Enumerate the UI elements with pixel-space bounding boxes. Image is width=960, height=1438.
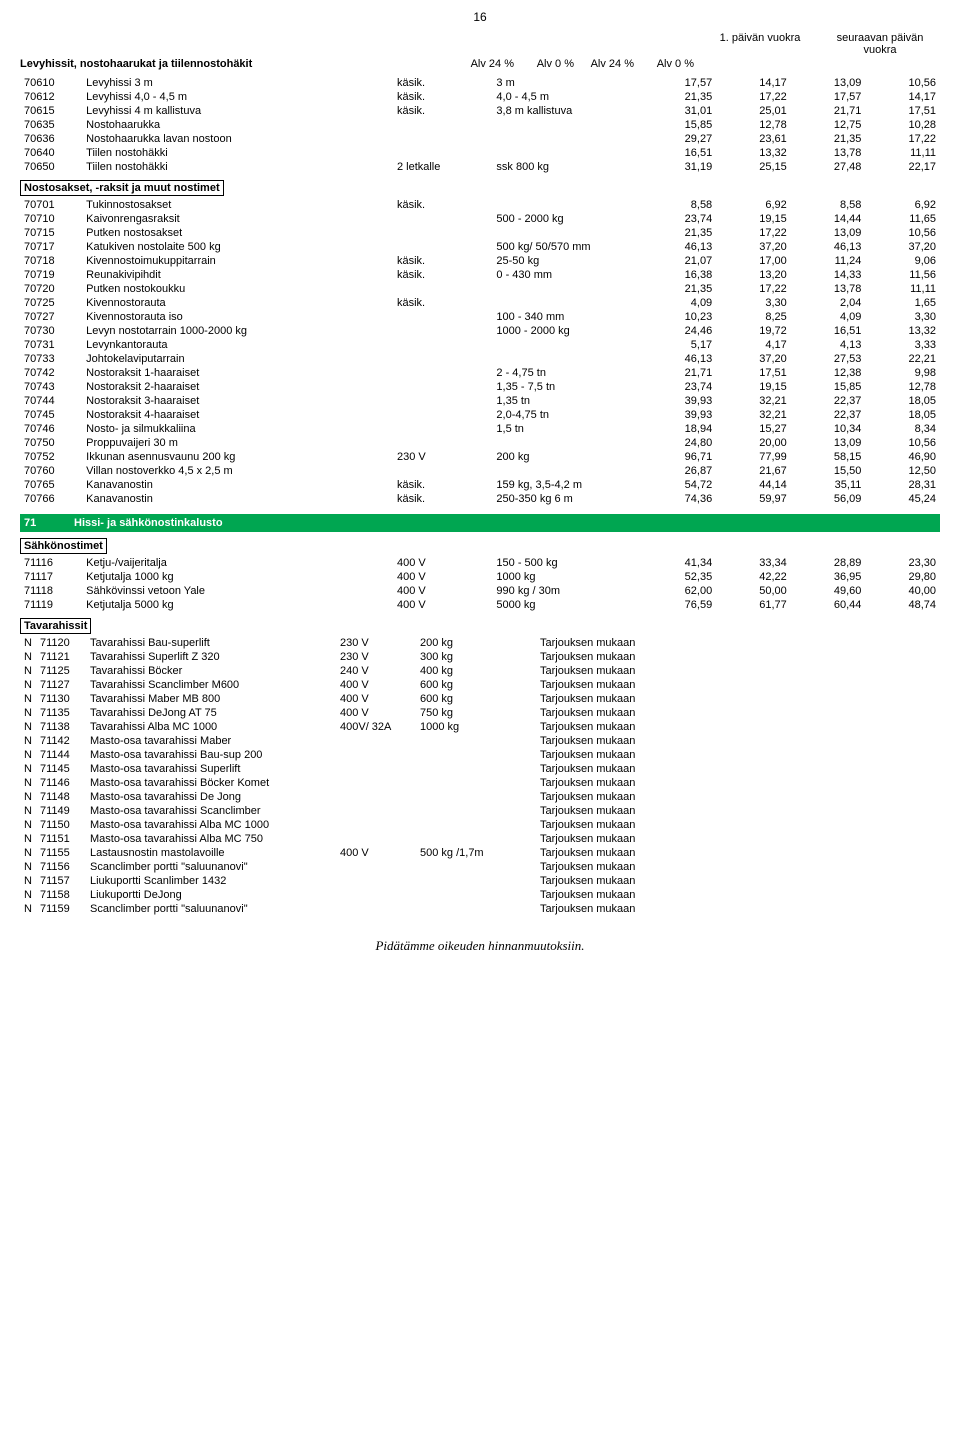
table-row: N71142Masto-osa tavarahissi MaberTarjouk… xyxy=(20,734,940,748)
offer-cell: Tarjouksen mukaan xyxy=(536,804,940,818)
section3-code: 71 xyxy=(20,514,70,532)
table-row: N71149Masto-osa tavarahissi ScanclimberT… xyxy=(20,804,940,818)
table-row: 70746Nosto- ja silmukkaliina1,5 tn18,941… xyxy=(20,422,940,436)
offer-cell: Tarjouksen mukaan xyxy=(536,832,940,846)
offer-cell: Tarjouksen mukaan xyxy=(536,720,940,734)
header-day1: 1. päivän vuokra xyxy=(700,32,820,56)
header-sub-row: Levyhissit, nostohaarukat ja tiilennosto… xyxy=(20,58,940,70)
table-row: N71159Scanclimber portti "saluunanovi"Ta… xyxy=(20,902,940,916)
table-row: N71125Tavarahissi Böcker240 V400 kgTarjo… xyxy=(20,664,940,678)
table-row: N71156Scanclimber portti "saluunanovi"Ta… xyxy=(20,860,940,874)
table-row: 70730Levyn nostotarrain 1000-2000 kg1000… xyxy=(20,324,940,338)
table-row: N71157Liukuportti Scanlimber 1432Tarjouk… xyxy=(20,874,940,888)
table-row: 70720Putken nostokoukku21,3517,2213,7811… xyxy=(20,282,940,296)
section3-title: Hissi- ja sähkönostinkalusto xyxy=(70,514,940,532)
table-row: 70765Kanavanostinkäsik.159 kg, 3,5-4,2 m… xyxy=(20,478,940,492)
section4-title: Sähkönostimet xyxy=(20,538,107,554)
table-row: 70727Kivennostorauta iso100 - 340 mm10,2… xyxy=(20,310,940,324)
offer-cell: Tarjouksen mukaan xyxy=(536,678,940,692)
table-row: 70725Kivennostorautakäsik.4,093,302,041,… xyxy=(20,296,940,310)
offer-cell: Tarjouksen mukaan xyxy=(536,888,940,902)
table-row: N71148Masto-osa tavarahissi De JongTarjo… xyxy=(20,790,940,804)
table-row: 70750Proppuvaijeri 30 m24,8020,0013,0910… xyxy=(20,436,940,450)
table-row: 71117Ketjutalja 1000 kg400 V1000 kg52,35… xyxy=(20,570,940,584)
header-day2: seuraavan päivän vuokra xyxy=(820,32,940,56)
section5-table: N71120Tavarahissi Bau-superlift230 V200 … xyxy=(20,636,940,916)
table-row: 70636Nostohaarukka lavan nostoon29,2723,… xyxy=(20,132,940,146)
offer-cell: Tarjouksen mukaan xyxy=(536,762,940,776)
offer-cell: Tarjouksen mukaan xyxy=(536,846,940,860)
table-row: 70742Nostoraksit 1-haaraiset2 - 4,75 tn2… xyxy=(20,366,940,380)
offer-cell: Tarjouksen mukaan xyxy=(536,860,940,874)
table-row: N71158Liukuportti DeJongTarjouksen mukaa… xyxy=(20,888,940,902)
table-row: N71138Tavarahissi Alba MC 1000400V/ 32A1… xyxy=(20,720,940,734)
table-row: 70701Tukinnostosaksetkäsik.8,586,928,586… xyxy=(20,198,940,212)
offer-cell: Tarjouksen mukaan xyxy=(536,874,940,888)
table-row: 70710Kaivonrengasraksit500 - 2000 kg23,7… xyxy=(20,212,940,226)
table-row: 70610Levyhissi 3 mkäsik.3 m17,5714,1713,… xyxy=(20,76,940,90)
table-row: 70743Nostoraksit 2-haaraiset1,35 - 7,5 t… xyxy=(20,380,940,394)
table-row: 71116Ketju-/vaijeritalja400 V150 - 500 k… xyxy=(20,556,940,570)
offer-cell: Tarjouksen mukaan xyxy=(536,818,940,832)
table-row: N71151Masto-osa tavarahissi Alba MC 750T… xyxy=(20,832,940,846)
offer-cell: Tarjouksen mukaan xyxy=(536,776,940,790)
table-row: N71130Tavarahissi Maber MB 800400 V600 k… xyxy=(20,692,940,706)
offer-cell: Tarjouksen mukaan xyxy=(536,650,940,664)
table-row: 70717Katukiven nostolaite 500 kg500 kg/ … xyxy=(20,240,940,254)
table-row: 71118Sähkövinssi vetoon Yale400 V990 kg … xyxy=(20,584,940,598)
table-row: 70731Levynkantorauta5,174,174,133,33 xyxy=(20,338,940,352)
offer-cell: Tarjouksen mukaan xyxy=(536,692,940,706)
table-row: 70650Tiilen nostohäkki2 letkallessk 800 … xyxy=(20,160,940,174)
section4-table: 71116Ketju-/vaijeritalja400 V150 - 500 k… xyxy=(20,556,940,612)
offer-cell: Tarjouksen mukaan xyxy=(536,734,940,748)
table-row: 70612Levyhissi 4,0 - 4,5 mkäsik.4,0 - 4,… xyxy=(20,90,940,104)
table-row: 70744Nostoraksit 3-haaraiset1,35 tn39,93… xyxy=(20,394,940,408)
offer-cell: Tarjouksen mukaan xyxy=(536,902,940,916)
table-row: 70640Tiilen nostohäkki16,5113,3213,7811,… xyxy=(20,146,940,160)
table-row: 70745Nostoraksit 4-haaraiset2,0-4,75 tn3… xyxy=(20,408,940,422)
section1-title: Levyhissit, nostohaarukat ja tiilennosto… xyxy=(20,58,460,70)
table-row: N71145Masto-osa tavarahissi SuperliftTar… xyxy=(20,762,940,776)
offer-cell: Tarjouksen mukaan xyxy=(536,706,940,720)
table-row: N71121Tavarahissi Superlift Z 320230 V30… xyxy=(20,650,940,664)
section1-table: 70610Levyhissi 3 mkäsik.3 m17,5714,1713,… xyxy=(20,76,940,174)
table-row: N71127Tavarahissi Scanclimber M600400 V6… xyxy=(20,678,940,692)
offer-cell: Tarjouksen mukaan xyxy=(536,636,940,650)
table-row: N71150Masto-osa tavarahissi Alba MC 1000… xyxy=(20,818,940,832)
table-row: 70760Villan nostoverkko 4,5 x 2,5 m26,87… xyxy=(20,464,940,478)
table-row: N71146Masto-osa tavarahissi Böcker Komet… xyxy=(20,776,940,790)
table-row: 70752Ikkunan asennusvaunu 200 kg230 V200… xyxy=(20,450,940,464)
table-row: N71120Tavarahissi Bau-superlift230 V200 … xyxy=(20,636,940,650)
table-row: 70719Reunakivipihditkäsik.0 - 430 mm16,3… xyxy=(20,268,940,282)
table-row: N71135Tavarahissi DeJong AT 75400 V750 k… xyxy=(20,706,940,720)
table-row: N71155Lastausnostin mastolavoille400 V50… xyxy=(20,846,940,860)
offer-cell: Tarjouksen mukaan xyxy=(536,790,940,804)
offer-cell: Tarjouksen mukaan xyxy=(536,748,940,762)
footer-text: Pidätämme oikeuden hinnanmuutoksiin. xyxy=(20,938,940,954)
section5-title: Tavarahissit xyxy=(20,618,91,634)
hdr-col-1: Alv 0 % xyxy=(520,58,580,70)
offer-cell: Tarjouksen mukaan xyxy=(536,664,940,678)
table-row: 71119Ketjutalja 5000 kg400 V5000 kg76,59… xyxy=(20,598,940,612)
section2-title: Nostosakset, -raksit ja muut nostimet xyxy=(20,180,224,196)
page-number: 16 xyxy=(20,10,940,24)
table-row: 70733Johtokelaviputarrain46,1337,2027,53… xyxy=(20,352,940,366)
hdr-col-3: Alv 0 % xyxy=(640,58,700,70)
table-row: 70766Kanavanostinkäsik.250-350 kg 6 m74,… xyxy=(20,492,940,506)
table-row: 70718Kivennostoimukuppitarrainkäsik.25-5… xyxy=(20,254,940,268)
hdr-col-0: Alv 24 % xyxy=(460,58,520,70)
table-row: 70715Putken nostosakset21,3517,2213,0910… xyxy=(20,226,940,240)
section2-table: 70701Tukinnostosaksetkäsik.8,586,928,586… xyxy=(20,198,940,506)
hdr-col-2: Alv 24 % xyxy=(580,58,640,70)
header-top: 1. päivän vuokra seuraavan päivän vuokra xyxy=(20,32,940,56)
section3-header: 71 Hissi- ja sähkönostinkalusto xyxy=(20,514,940,532)
table-row: 70635Nostohaarukka15,8512,7812,7510,28 xyxy=(20,118,940,132)
table-row: N71144Masto-osa tavarahissi Bau-sup 200T… xyxy=(20,748,940,762)
table-row: 70615Levyhissi 4 m kallistuvakäsik.3,8 m… xyxy=(20,104,940,118)
